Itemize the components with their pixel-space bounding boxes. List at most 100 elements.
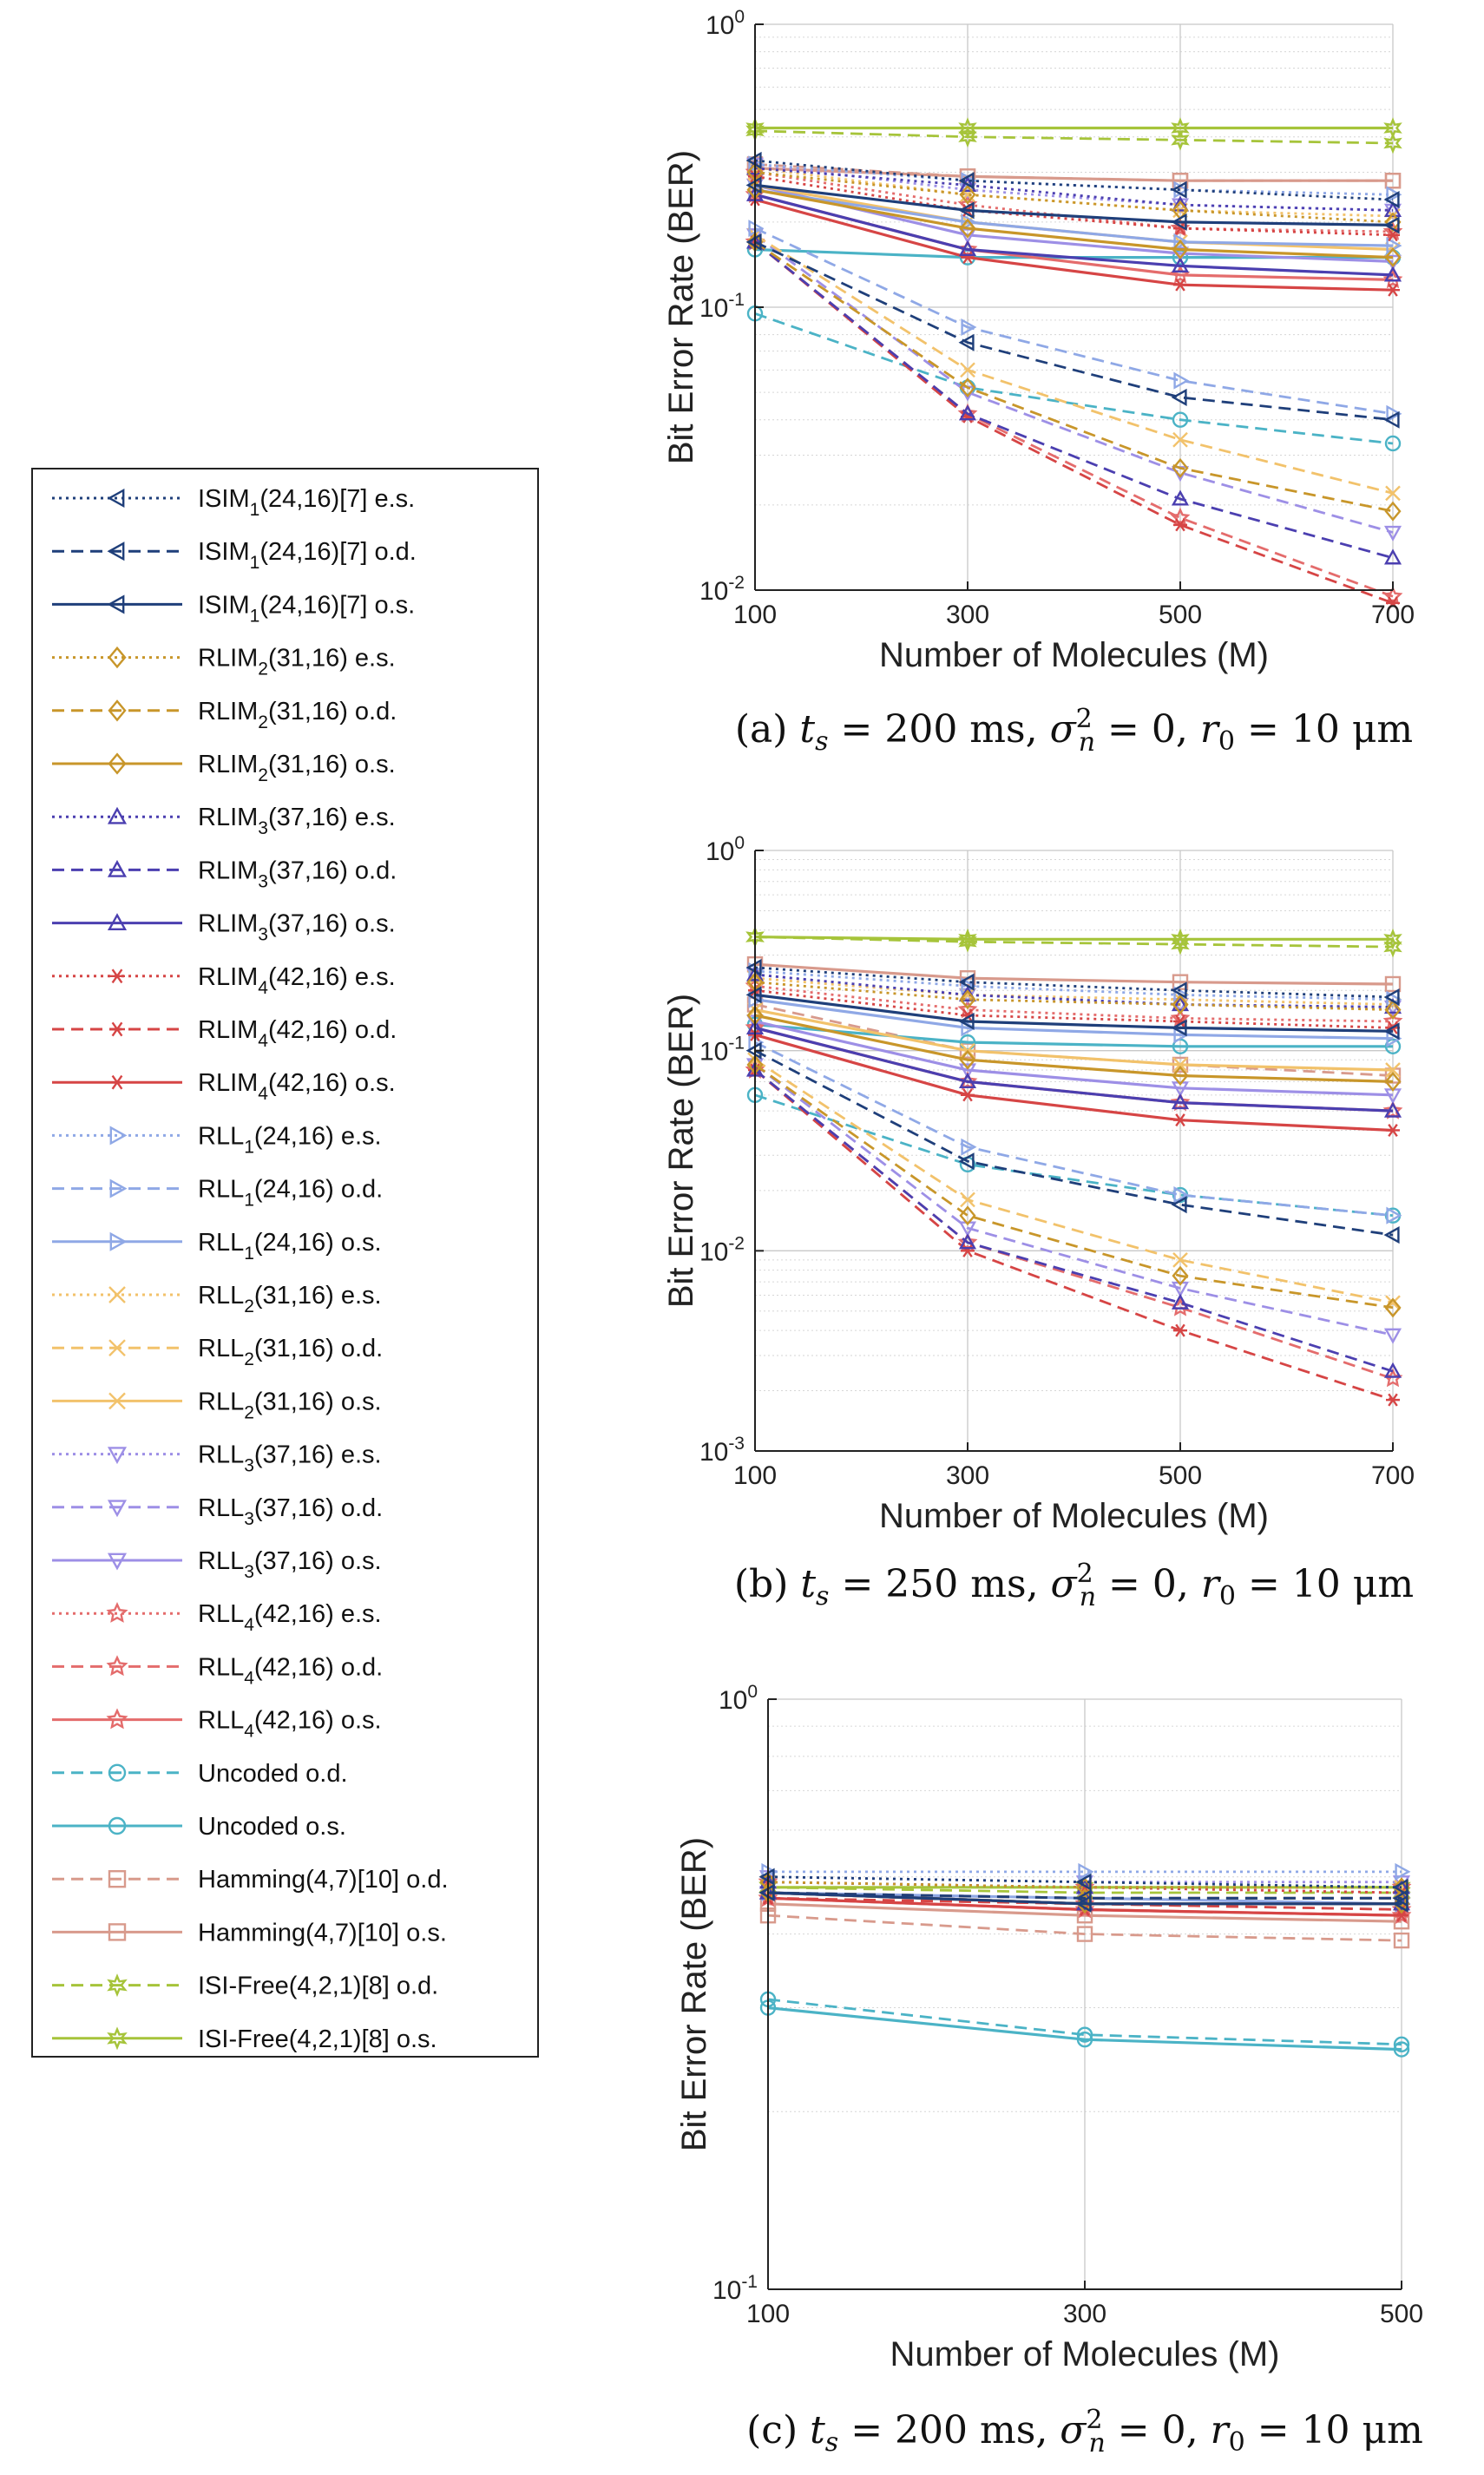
series-line <box>754 167 1394 212</box>
data-point <box>1386 1393 1400 1407</box>
legend-label-sub: 2 <box>258 765 268 785</box>
legend-label-sub: 3 <box>258 818 268 838</box>
legend-entry: RLL3(37,16) e.s. <box>52 1441 382 1476</box>
y-tick-label: 10-2 <box>699 1233 745 1266</box>
series <box>745 926 1402 958</box>
legend-label-rest: (37,16) e.s. <box>268 804 396 831</box>
legend-label-sub: 3 <box>258 871 268 891</box>
legend-label: RLIM2(31,16) e.s. <box>198 645 396 679</box>
data-point <box>1383 1328 1402 1344</box>
legend-label: RLL4(42,16) o.s. <box>198 1707 382 1742</box>
data-point <box>1076 2026 1093 2043</box>
legend-label: ISI-Free(4,2,1)[8] o.s. <box>198 2025 437 2053</box>
legend-label-main: ISIM <box>198 538 250 566</box>
series-line <box>767 1881 1402 1889</box>
data-point <box>1384 435 1402 452</box>
data-point <box>958 1152 975 1171</box>
legend-entry: ISIM1(24,16)[7] e.s. <box>52 485 415 520</box>
legend-marker <box>107 2026 128 2051</box>
legend-label-rest: (42,16) e.s. <box>268 963 396 991</box>
legend-label-main: RLIM <box>198 963 258 991</box>
data-point <box>1075 1889 1092 1907</box>
legend-label-main: RLL <box>198 1335 244 1362</box>
x-tick-label: 500 <box>1159 1461 1202 1490</box>
data-point <box>1171 388 1187 406</box>
legend-entry: RLIM2(31,16) o.s. <box>52 751 396 785</box>
data-point <box>1172 1057 1188 1073</box>
data-point <box>1385 1062 1401 1078</box>
x-tick-label: 700 <box>1371 601 1415 629</box>
legend-marker <box>107 542 125 561</box>
legend-marker <box>108 1763 127 1782</box>
series-line <box>754 193 1394 277</box>
legend-entry: Hamming(4,7)[10] o.s. <box>52 1919 447 1947</box>
legend-marker <box>107 1447 128 1465</box>
data-point <box>1173 518 1187 532</box>
legend-entry: ISI-Free(4,2,1)[8] o.d. <box>52 1973 438 2000</box>
series-line <box>754 1068 1394 1402</box>
data-point <box>1383 928 1402 950</box>
data-point <box>1393 1932 1410 1949</box>
series-line <box>754 171 1394 224</box>
series-line <box>754 998 1394 1041</box>
x-tick-label: 500 <box>1380 2300 1423 2328</box>
legend-label: RLL4(42,16) o.d. <box>198 1653 383 1688</box>
legend-label-main: RLL <box>198 1547 244 1575</box>
legend-marker <box>109 1021 125 1037</box>
legend-label-main: RLL <box>198 1388 244 1415</box>
data-point <box>958 1233 977 1250</box>
legend-label-main: Uncoded o.d. <box>198 1760 348 1788</box>
series-line <box>754 188 1394 259</box>
plot-area <box>755 850 1393 1451</box>
legend-label-main: ISI-Free(4,2,1)[8] o.d. <box>198 1973 438 2000</box>
legend-label-rest: (24,16)[7] o.s. <box>259 591 415 619</box>
legend-entry: RLL3(37,16) o.d. <box>52 1494 383 1529</box>
data-point <box>1384 1000 1402 1021</box>
legend-label-sub: 2 <box>258 660 268 679</box>
data-point <box>1386 596 1400 610</box>
legend-label-sub: 4 <box>244 1668 254 1688</box>
data-point <box>959 1205 976 1226</box>
data-point <box>961 1244 975 1257</box>
legend-label-sub: 2 <box>244 1297 254 1316</box>
series <box>745 185 1402 282</box>
legend-marker <box>108 699 127 722</box>
legend-label: RLL3(37,16) o.s. <box>198 1547 382 1582</box>
legend-label-sub: 3 <box>258 925 268 945</box>
legend-marker <box>107 1973 128 1998</box>
y-tick-label: 10-1 <box>699 290 745 323</box>
legend-label-main: RLIM <box>198 1069 258 1097</box>
x-axis-label: Number of Molecules (M) <box>879 636 1269 674</box>
data-point <box>1172 411 1189 428</box>
legend-label-sub: 4 <box>258 1084 268 1104</box>
legend-marker <box>107 488 125 509</box>
legend-marker <box>107 913 128 931</box>
legend-label-sub: 3 <box>244 1562 254 1582</box>
data-point <box>1171 933 1190 955</box>
legend-entry: RLL3(37,16) o.s. <box>52 1547 382 1582</box>
legend-entry: RLIM3(37,16) e.s. <box>52 804 396 838</box>
legend-marker <box>108 1339 126 1357</box>
series-line <box>754 188 1394 247</box>
legend-label-main: RLL <box>198 1441 244 1469</box>
data-point <box>1171 213 1187 231</box>
data-point <box>1384 247 1402 268</box>
data-point <box>1383 191 1400 209</box>
data-point <box>961 1088 975 1102</box>
x-tick-label: 100 <box>733 601 777 629</box>
data-point <box>1173 278 1187 292</box>
data-point <box>1171 256 1190 272</box>
data-point <box>1076 2031 1093 2048</box>
legend-label-main: Hamming(4,7)[10] o.d. <box>198 1866 449 1894</box>
series-line <box>754 1003 1394 1077</box>
data-point <box>1171 128 1190 151</box>
legend-label: RLIM4(42,16) e.s. <box>198 963 396 998</box>
series <box>748 1027 1400 1137</box>
legend-label-rest: (37,16) o.s. <box>268 910 396 938</box>
legend-label-sub: 1 <box>250 500 260 520</box>
data-point <box>1384 1071 1402 1092</box>
data-point <box>1393 2041 1410 2058</box>
data-point <box>959 989 976 1010</box>
series-line <box>754 981 1394 1011</box>
x-tick-label: 500 <box>1159 601 1202 629</box>
